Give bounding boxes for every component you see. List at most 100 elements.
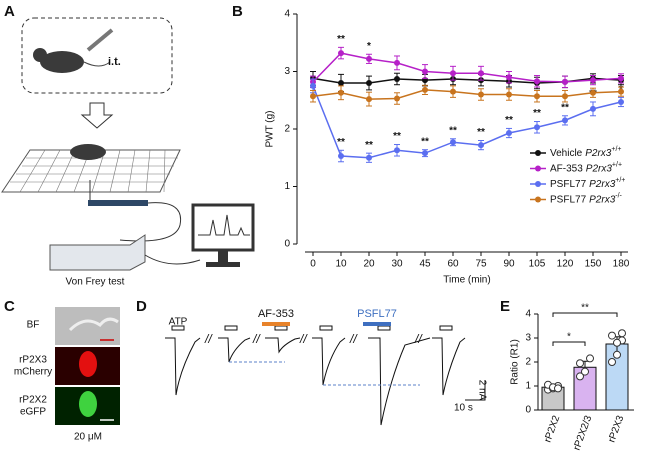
y-tick-label: 1 [284,181,290,192]
data-point [478,91,484,98]
data-point [590,105,596,112]
legend-name: AF-353 [550,163,583,174]
monitor-base [206,262,240,267]
scale-label: 10 s [454,403,473,414]
series-line [312,89,622,100]
y-axis-label: PWT (g) [265,110,276,147]
legend-gene: P2rx3 [589,194,616,205]
data-point [366,96,372,103]
data-point [422,150,428,157]
legend-genotype: +/+ [611,146,621,153]
stim-bar [224,325,238,331]
break-mark: // [414,332,423,346]
data-point [478,142,484,149]
data-point [366,55,372,62]
current-trace [312,337,346,386]
test-label: Von Frey test [66,277,125,288]
significance: ** [533,108,541,119]
data-point [608,331,616,340]
comparison-bracket [552,312,618,317]
y-tick-label: 0 [284,239,290,250]
y-tick-label: 2 [284,124,290,135]
panel-letter: C [4,298,15,315]
panel-letter: D [136,298,147,315]
significance: ** [393,131,401,142]
significance: ** [421,136,429,147]
monitor [191,203,255,252]
y-tick-label: 0 [525,405,531,416]
mouse [40,51,84,73]
data-point [394,75,400,82]
data-point [422,68,428,75]
legend-label: PSFL77 P2rx3-/- [550,192,623,205]
x-tick-label: 90 [503,259,515,270]
x-tick-label: 75 [475,259,487,270]
legend-label: AF-353 P2rx3+/+ [550,161,622,174]
data-point [338,153,344,160]
significance: ** [505,115,513,126]
mesh [1,149,181,193]
data-point [534,78,540,85]
drug-bar [363,322,391,326]
comparison-label: ** [581,303,589,314]
data-point [394,147,400,154]
significance: ** [561,102,569,113]
data-point [506,74,512,81]
panel-d [165,322,486,426]
trace-label: ATP [169,317,188,328]
series [310,84,624,107]
inset-box [21,17,173,94]
row-label: BF [27,320,40,331]
data-point [608,358,616,366]
break-mark: // [252,332,261,346]
y-tick-label: 1 [525,381,531,392]
legend-name: PSFL77 [550,179,587,190]
data-point [338,80,344,86]
x-tick-label: 20 [363,259,375,270]
trace-label: PSFL77 [357,308,397,320]
legend-marker [535,150,541,156]
legend-genotype: +/+ [615,177,625,184]
tail [83,61,111,67]
x-axis-label: Time (min) [443,275,490,286]
data-point [562,78,568,85]
legend-name: Vehicle [550,148,583,159]
legend-label: Vehicle P2rx3+/+ [550,146,622,159]
probe [88,200,148,206]
current-trace [218,337,251,363]
x-tick-label: rP2X2/3 [572,414,595,452]
x-tick-label: 105 [529,259,546,270]
current-trace [165,337,201,396]
legend-gene: P2rx3 [586,163,613,174]
legend-genotype: +/+ [612,161,622,168]
legend-gene: P2rx3 [589,179,616,190]
significance: ** [337,137,345,148]
x-tick-label: 60 [447,259,459,270]
comparison-bracket [552,341,586,346]
series-line [312,52,622,83]
x-tick-label: 45 [419,259,431,270]
legend-marker [535,196,541,203]
break-mark: // [299,332,308,346]
legend-genotype: -/- [615,192,622,199]
y-tick-label: 2 [525,357,531,368]
mesh-grid [10,149,178,193]
cell [79,351,97,377]
data-point [338,89,344,96]
data-point [586,354,594,363]
data-point [366,154,372,161]
data-point [554,384,562,393]
row-label: rP2X2 [19,395,47,406]
legend-label: PSFL77 P2rx3+/+ [550,177,625,190]
injection-label: i.t. [108,56,121,68]
series: *** [310,34,624,89]
data-point [366,80,372,86]
cable [119,202,182,242]
trace-label: AF-353 [258,308,294,320]
data-point [534,124,540,131]
row-label: mCherry [14,367,52,378]
arrow [80,102,114,129]
stim-bar [274,325,288,331]
data-point [450,139,456,146]
data-point [450,88,456,95]
